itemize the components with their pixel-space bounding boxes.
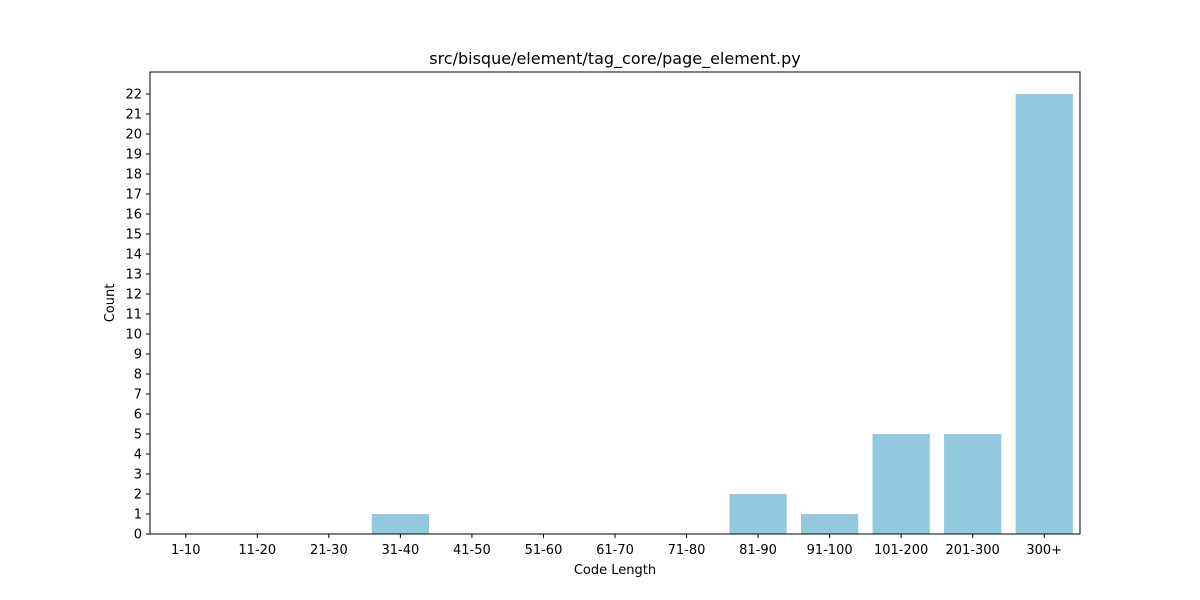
bar-81-90 [729,494,787,534]
y-tick-label: 16 [125,208,142,223]
y-tick-label: 15 [125,228,142,243]
bar-91-100 [801,514,859,534]
y-tick-label: 5 [134,428,142,443]
x-tick-label: 91-100 [807,543,853,558]
x-tick-label: 1-10 [171,543,201,558]
x-tick-label: 300+ [1026,543,1062,558]
bar-31-40 [371,514,429,534]
y-axis-title: Count [103,284,118,323]
x-tick-label: 201-300 [946,543,1000,558]
chart-title: src/bisque/element/tag_core/page_element… [429,49,801,69]
x-axis-ticks: 1-10 11-20 21-30 31-40 41-50 51-60 61-70 71-80 8… [171,534,1062,558]
y-tick-label: 11 [125,308,142,323]
x-tick-label: 21-30 [310,543,348,558]
bar-300+ [1015,94,1073,534]
y-tick-label: 2 [134,488,142,503]
x-tick-label: 31-40 [381,543,419,558]
y-tick-label: 8 [134,368,142,383]
bars-group [371,94,1073,534]
y-tick-label: 12 [125,288,142,303]
x-tick-label: 51-60 [525,543,563,558]
x-tick-label: 101-200 [874,543,928,558]
bar-201-300 [944,434,1002,534]
x-tick-label: 71-80 [668,543,706,558]
y-tick-label: 6 [134,408,142,423]
y-tick-label: 7 [134,388,142,403]
y-tick-label: 9 [134,348,142,363]
x-axis-title: Code Length [574,563,656,578]
y-tick-label: 4 [134,448,142,463]
plot-frame [149,71,1081,535]
y-tick-label: 14 [125,248,142,263]
y-tick-label: 18 [125,168,142,183]
y-tick-label: 13 [125,268,142,283]
y-tick-label: 17 [125,188,142,203]
x-tick-label: 81-90 [739,543,777,558]
x-tick-label: 11-20 [238,543,276,558]
y-tick-label: 22 [125,88,142,103]
bar-101-200 [872,434,930,534]
x-tick-label: 61-70 [596,543,634,558]
y-tick-label: 3 [134,468,142,483]
y-tick-label: 19 [125,148,142,163]
y-tick-label: 10 [125,328,142,343]
y-tick-label: 20 [125,128,142,143]
x-tick-label: 41-50 [453,543,491,558]
y-tick-label: 0 [134,528,142,543]
y-tick-label: 21 [125,108,142,123]
y-tick-label: 1 [134,508,142,523]
